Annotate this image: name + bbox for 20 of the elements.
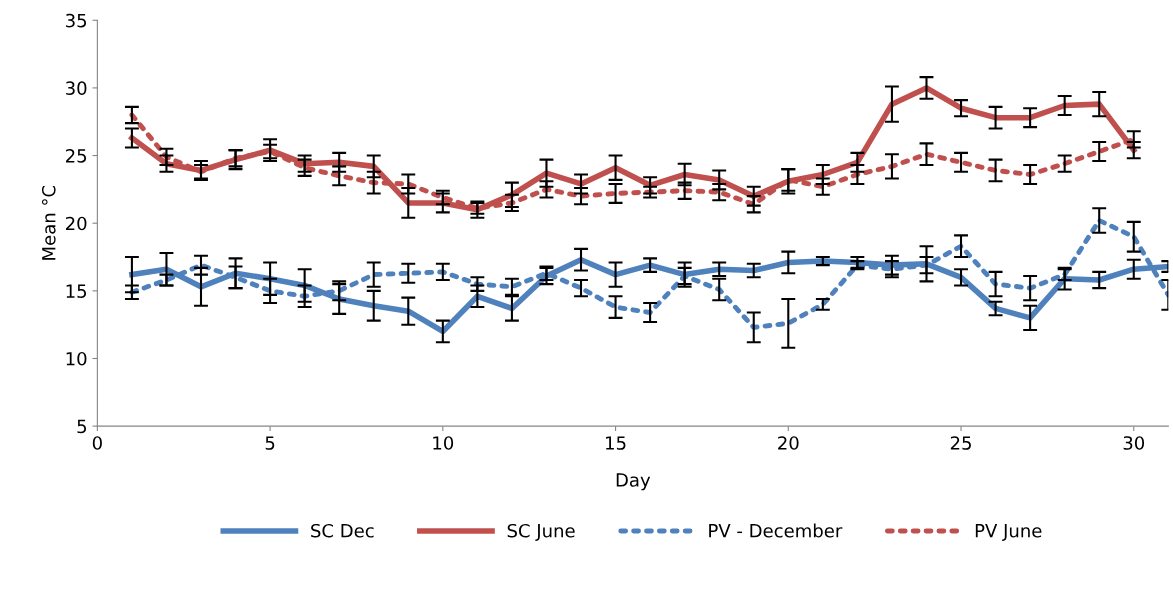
y-tick-label: 15 — [66, 284, 87, 298]
y-tick-label: 5 — [77, 419, 87, 434]
x-tick-label: 5 — [265, 436, 275, 450]
x-tick-label: 20 — [778, 436, 799, 450]
y-tick-label: 30 — [66, 81, 87, 96]
legend-label: PV June — [975, 524, 1042, 541]
x-tick-label: 25 — [950, 436, 971, 450]
y-tick-label: 20 — [65, 216, 87, 231]
legend-label: PV - December — [709, 523, 843, 538]
x-tick-label: 0 — [92, 436, 102, 450]
legend-label: SC Dec — [311, 523, 374, 538]
x-tick-label: 15 — [606, 436, 626, 450]
x-tick-label: 30 — [1123, 436, 1145, 450]
x-tick-label: 10 — [433, 436, 454, 450]
x-axis-title: Day — [616, 473, 651, 491]
y-tick-label: 35 — [66, 13, 87, 28]
legend-label: SC June — [507, 523, 575, 541]
y-tick-label: 25 — [65, 149, 87, 163]
y-tick-label: 10 — [66, 351, 87, 366]
y-axis-title: Mean °C — [41, 185, 56, 260]
